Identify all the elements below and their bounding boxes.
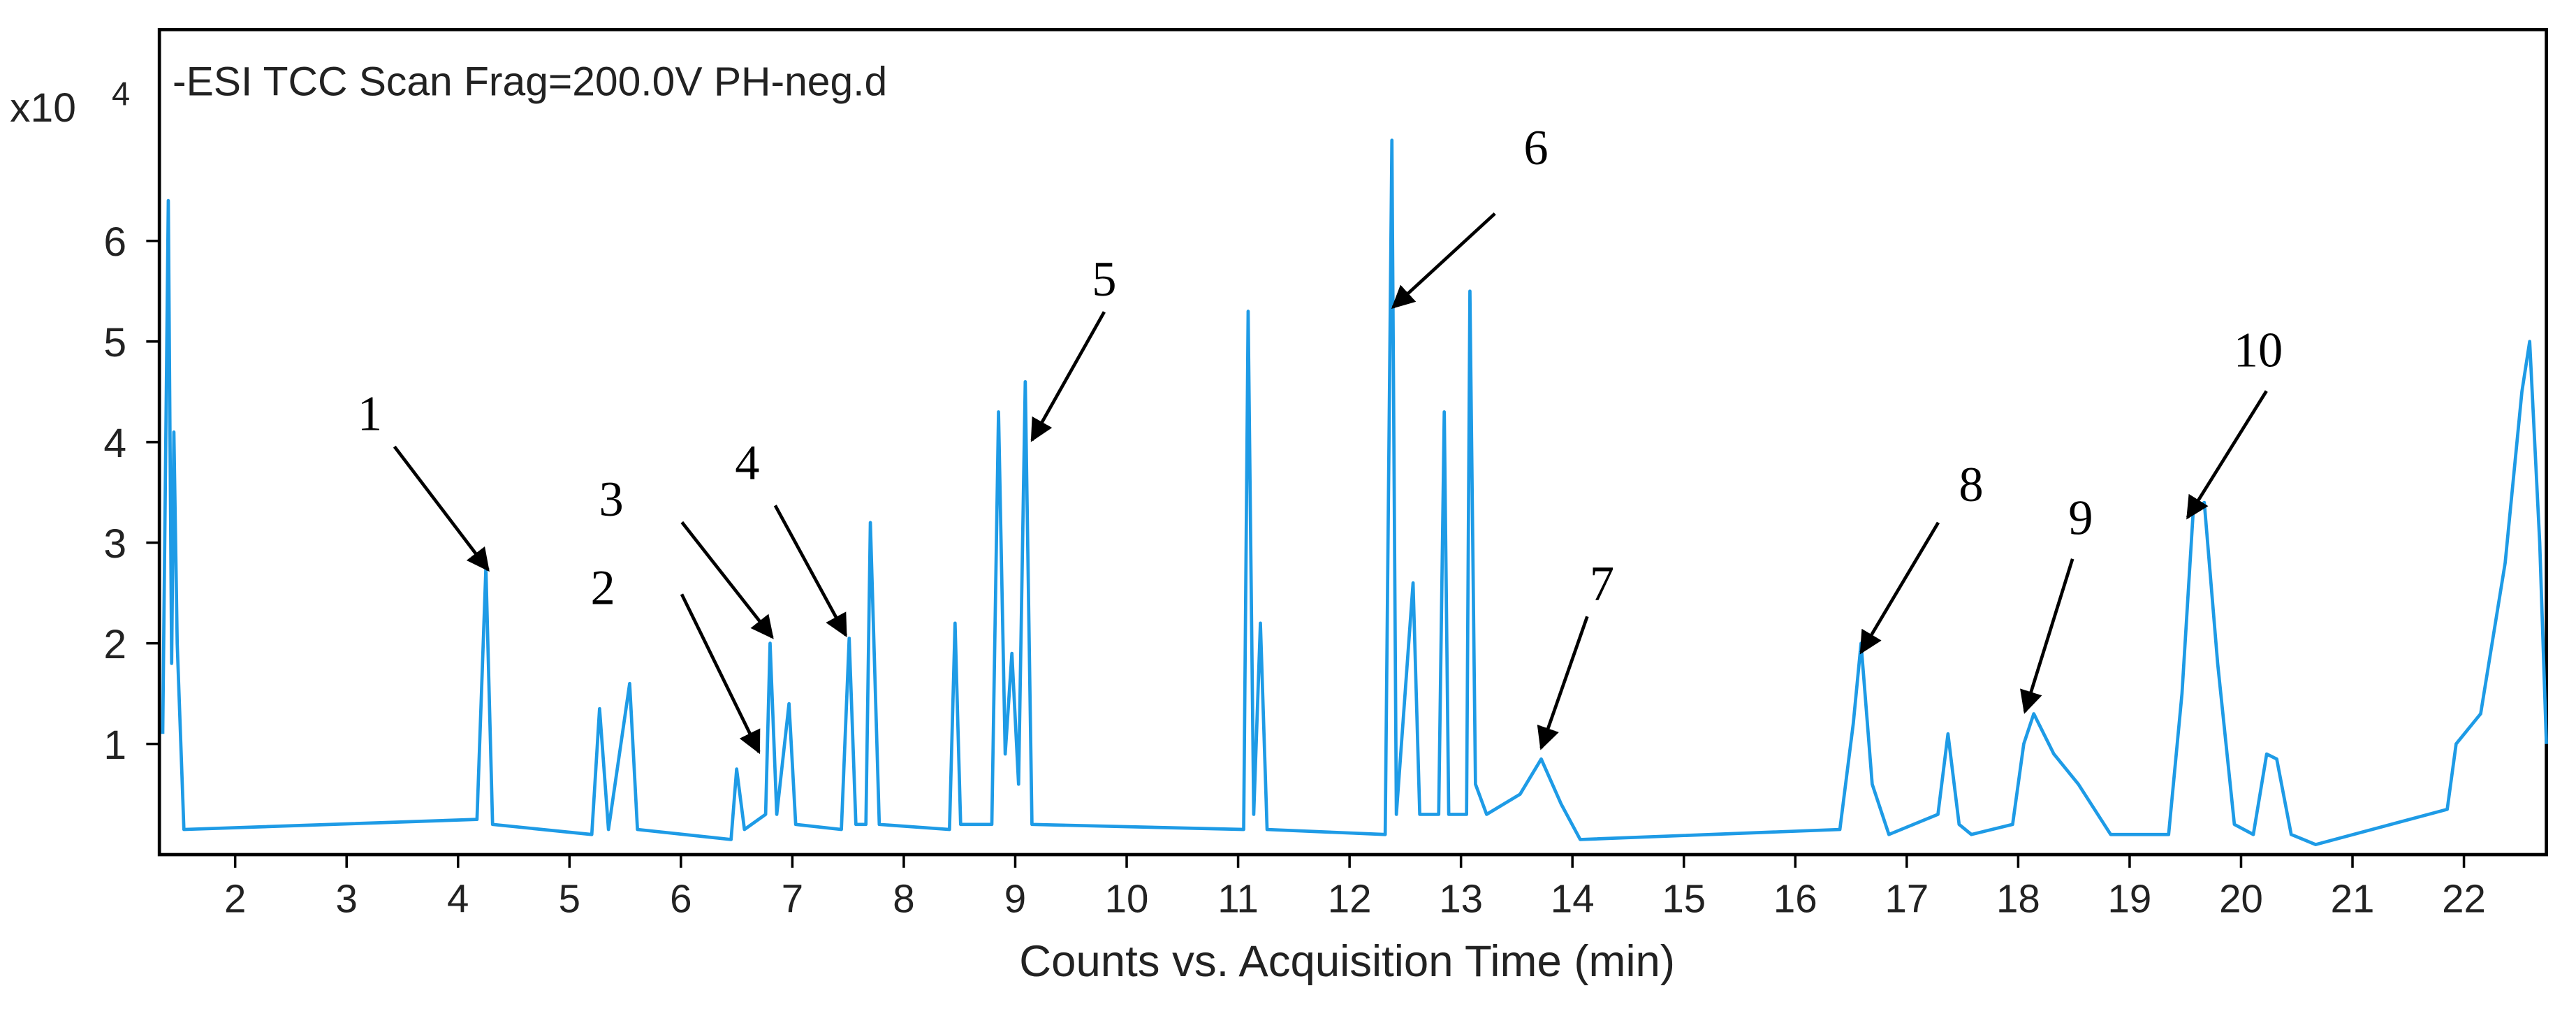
annotation-arrow	[1030, 311, 1106, 442]
annotation-arrow	[2020, 558, 2074, 714]
x-tick-label: 2	[224, 876, 246, 920]
x-tick-label: 10	[1105, 876, 1149, 920]
x-tick-label: 15	[1662, 876, 1706, 920]
x-axis-label: Counts vs. Acquisition Time (min)	[1019, 937, 1675, 986]
x-tick-label: 20	[2219, 876, 2263, 920]
x-tick-label: 7	[782, 876, 803, 920]
x-tick-label: 8	[893, 876, 914, 920]
x-tick-label: 17	[1885, 876, 1929, 920]
trace	[161, 138, 2548, 846]
x-tick-label: 21	[2331, 876, 2375, 920]
annotation-label: 6	[1523, 121, 1548, 175]
y-tick-label: 3	[103, 521, 126, 567]
annotation-label: 5	[1092, 252, 1116, 307]
chart-title: -ESI TCC Scan Frag=200.0V PH-neg.d	[173, 59, 887, 104]
y-tick-label: 6	[103, 219, 126, 265]
x-tick-label: 14	[1551, 876, 1595, 920]
annotation-label: 4	[735, 436, 759, 491]
x-tick-label: 5	[559, 876, 580, 920]
annotation-arrow	[1859, 521, 1940, 655]
x-tick-label: 4	[447, 876, 469, 920]
annotation-label: 2	[590, 560, 615, 615]
annotation-arrow	[2186, 390, 2268, 520]
y-tick-label: 5	[103, 320, 126, 365]
y-tick-label: 1	[103, 723, 126, 768]
y-multiplier-exponent: 4	[112, 75, 130, 113]
y-tick-label: 4	[103, 421, 126, 466]
x-tick-label: 19	[2108, 876, 2152, 920]
annotation-label: 9	[2068, 491, 2093, 546]
x-tick-label: 9	[1004, 876, 1026, 920]
x-tick-label: 12	[1328, 876, 1372, 920]
plot-frame	[157, 27, 2548, 857]
annotation-arrow	[680, 593, 761, 755]
annotation-arrow	[680, 521, 774, 639]
y-multiplier-base: x10	[10, 85, 76, 131]
annotation-label: 10	[2234, 323, 2283, 377]
x-tick-label: 18	[1996, 876, 2040, 920]
annotation-arrow	[773, 505, 848, 638]
annotation-label: 8	[1959, 458, 1983, 512]
x-tick-label: 22	[2442, 876, 2486, 920]
annotation-label: 7	[1590, 557, 1614, 611]
annotation-label: 1	[358, 387, 382, 442]
x-tick-label: 6	[670, 876, 691, 920]
annotation-arrow	[1537, 616, 1589, 750]
y-tick-label: 2	[103, 622, 126, 667]
annotation-arrow	[1391, 212, 1496, 309]
annotation-arrow	[393, 445, 490, 572]
x-tick-label: 13	[1439, 876, 1483, 920]
x-tick-label: 16	[1773, 876, 1817, 920]
annotation-label: 3	[599, 472, 624, 527]
x-tick-label: 3	[336, 876, 358, 920]
x-tick-label: 11	[1217, 876, 1259, 920]
